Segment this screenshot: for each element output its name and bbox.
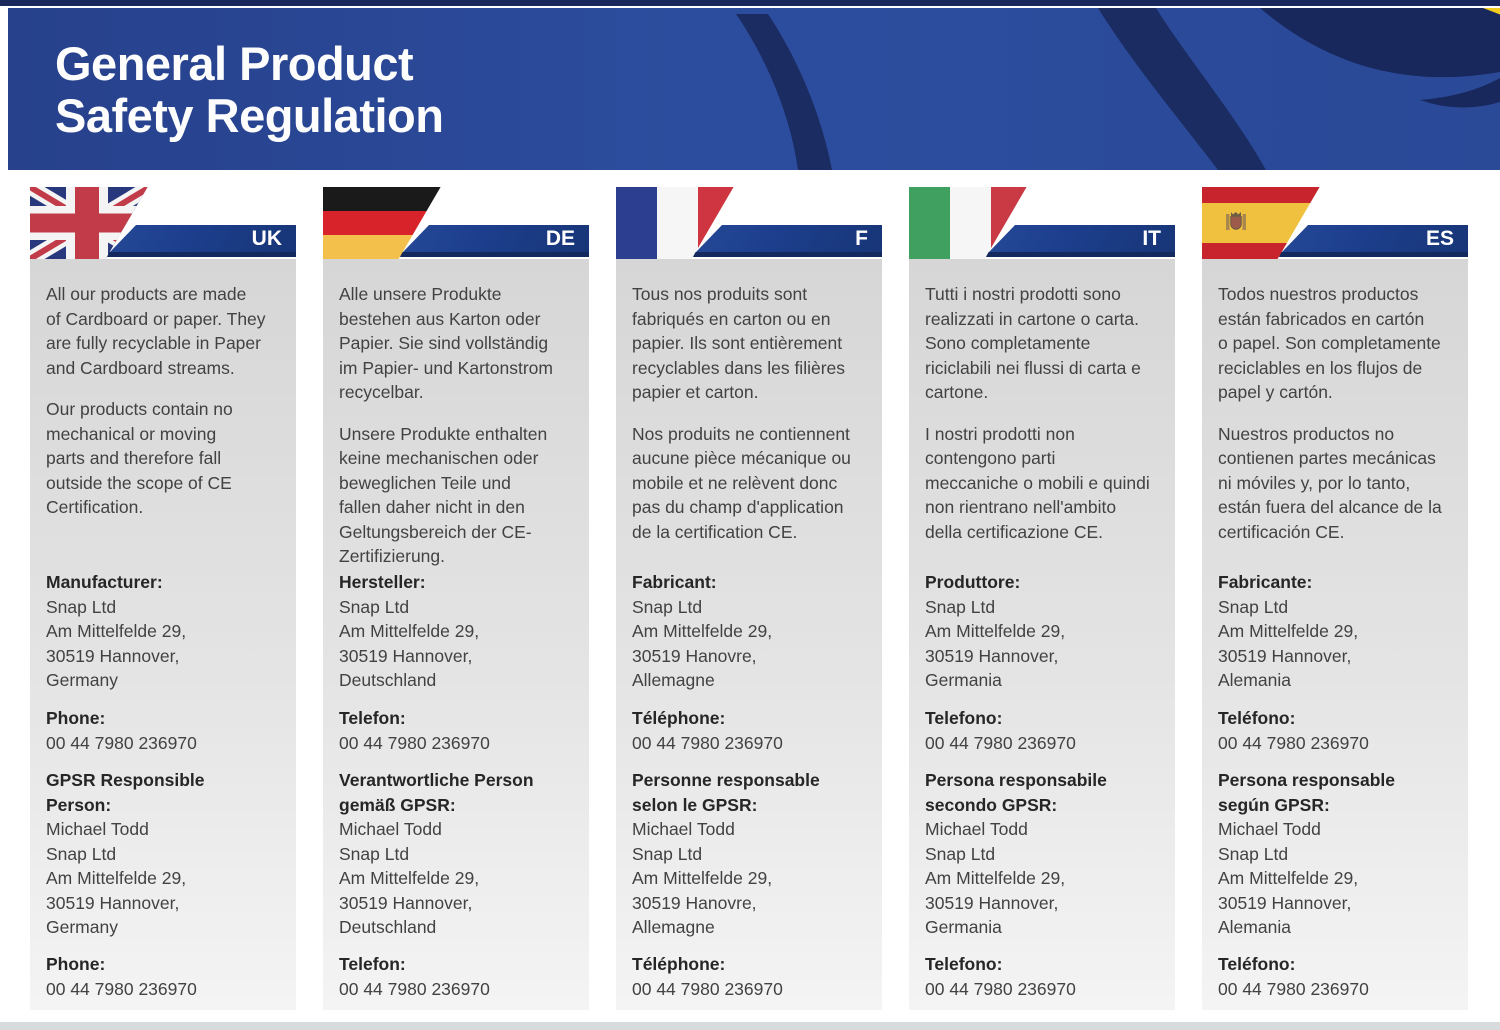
phone-number-2: 00 44 7980 236970 — [339, 978, 490, 999]
manufacturer-label: Produttore: — [925, 572, 1021, 592]
intro-paragraph-1: All our products are made of Cardboard o… — [46, 284, 266, 378]
column-header: F — [616, 187, 882, 259]
intro-paragraph-2: Our products contain no mechanical or mo… — [46, 399, 233, 517]
intro-paragraph-1: Tous nos produits sont fabriqués en cart… — [632, 284, 846, 402]
column-body: Todos nuestros productos están fabricado… — [1202, 259, 1468, 1010]
phone-label-2: Telefon: — [339, 954, 406, 974]
manufacturer-label: Fabricante: — [1218, 572, 1313, 592]
phone-label: Téléphone: — [632, 708, 726, 728]
gpsr-contact: Michael Todd Snap Ltd Am Mittelfelde 29,… — [46, 819, 187, 937]
phone-label: Phone: — [46, 708, 106, 728]
gpsr-label: Persona responsable según GPSR: — [1218, 770, 1396, 815]
column-header: UK — [30, 187, 296, 259]
gpsr-contact: Michael Todd Snap Ltd Am Mittelfelde 29,… — [339, 819, 480, 937]
country-code-label: IT — [1142, 227, 1161, 250]
country-tab-shadow — [986, 252, 1175, 257]
phone-number-2: 00 44 7980 236970 — [925, 978, 1076, 999]
country-tab-shadow — [693, 252, 882, 257]
phone-label-2: Teléfono: — [1218, 954, 1296, 974]
manufacturer-label: Hersteller: — [339, 572, 426, 592]
gpsr-contact: Michael Todd Snap Ltd Am Mittelfelde 29,… — [1218, 819, 1359, 937]
column-body: Alle unsere Produkte bestehen aus Karton… — [323, 259, 589, 1010]
country-tab — [403, 225, 589, 252]
column-de: DE Alle unsere Produkte bestehen aus Kar… — [323, 187, 589, 1010]
column-body: Tous nos produits sont fabriqués en cart… — [616, 259, 882, 1010]
manufacturer-address: Snap Ltd Am Mittelfelde 29, 30519 Hannov… — [46, 596, 187, 691]
country-tab-shadow — [1279, 252, 1468, 257]
country-code-label: ES — [1425, 227, 1454, 250]
column-body: Tutti i nostri prodotti sono realizzati … — [909, 259, 1175, 1010]
bottom-gray-strip — [0, 1022, 1500, 1030]
phone-label: Teléfono: — [1218, 708, 1296, 728]
country-code-label: DE — [545, 227, 575, 250]
country-tab-shadow — [107, 252, 296, 257]
gpsr-label: Personne responsable selon le GPSR: — [632, 770, 820, 815]
manufacturer-address: Snap Ltd Am Mittelfelde 29, 30519 Hannov… — [925, 596, 1066, 691]
column-fr: F Tous nos produits sont fabriqués en ca… — [616, 187, 882, 1010]
country-code-label: F — [855, 227, 868, 250]
phone-number: 00 44 7980 236970 — [1218, 732, 1369, 753]
top-navy-strip — [0, 0, 1500, 6]
gpsr-label: GPSR Responsible Person: — [46, 770, 205, 815]
country-tab — [989, 225, 1175, 252]
intro-paragraph-2: I nostri prodotti non contengono parti m… — [925, 423, 1150, 542]
phone-number: 00 44 7980 236970 — [925, 732, 1076, 753]
phone-number: 00 44 7980 236970 — [46, 732, 197, 753]
phone-label: Telefon: — [339, 708, 406, 728]
manufacturer-address: Snap Ltd Am Mittelfelde 29, 30519 Hanovr… — [632, 596, 773, 691]
intro-paragraph-2: Unsere Produkte enthalten keine mechanis… — [339, 423, 548, 567]
manufacturer-address: Snap Ltd Am Mittelfelde 29, 30519 Hannov… — [1218, 596, 1359, 691]
column-it: IT Tutti i nostri prodotti sono realizza… — [909, 187, 1175, 1010]
phone-label-2: Telefono: — [925, 954, 1003, 974]
eu-flag-graphic — [736, 8, 1500, 170]
column-header: DE — [323, 187, 589, 259]
phone-number: 00 44 7980 236970 — [632, 732, 783, 753]
country-code-label: UK — [251, 227, 282, 250]
gpsr-label: Persona responsabile secondo GPSR: — [925, 770, 1107, 815]
page-title: General Product Safety Regulation — [55, 37, 444, 142]
intro-paragraph-1: Alle unsere Produkte bestehen aus Karton… — [339, 284, 553, 402]
country-tab — [1282, 225, 1468, 252]
intro-paragraph-2: Nuestros productos no contienen partes m… — [1218, 423, 1442, 542]
gpsr-contact: Michael Todd Snap Ltd Am Mittelfelde 29,… — [632, 819, 773, 937]
intro-paragraph-1: Todos nuestros productos están fabricado… — [1218, 284, 1441, 402]
gpsr-label: Verantwortliche Person gemäß GPSR: — [339, 770, 534, 815]
gpsr-contact: Michael Todd Snap Ltd Am Mittelfelde 29,… — [925, 819, 1066, 937]
column-header: IT — [909, 187, 1175, 259]
phone-number-2: 00 44 7980 236970 — [1218, 978, 1369, 999]
header-banner: General Product Safety Regulation — [8, 8, 1500, 170]
phone-label-2: Téléphone: — [632, 954, 726, 974]
country-tab-shadow — [400, 252, 589, 257]
phone-number-2: 00 44 7980 236970 — [632, 978, 783, 999]
column-es: ES Todos nuestros productos están fabric… — [1202, 187, 1468, 1010]
phone-label: Telefono: — [925, 708, 1003, 728]
manufacturer-label: Manufacturer: — [46, 572, 163, 592]
country-tab — [696, 225, 882, 252]
column-body: All our products are made of Cardboard o… — [30, 259, 296, 1010]
manufacturer-label: Fabricant: — [632, 572, 717, 592]
intro-paragraph-1: Tutti i nostri prodotti sono realizzati … — [925, 284, 1141, 402]
phone-number-2: 00 44 7980 236970 — [46, 978, 197, 999]
phone-label-2: Phone: — [46, 954, 106, 974]
column-header: ES — [1202, 187, 1468, 259]
column-uk: UK All our products are made of Cardboar… — [30, 187, 296, 1010]
phone-number: 00 44 7980 236970 — [339, 732, 490, 753]
intro-paragraph-2: Nos produits ne contiennent aucune pièce… — [632, 423, 851, 542]
manufacturer-address: Snap Ltd Am Mittelfelde 29, 30519 Hannov… — [339, 596, 480, 691]
country-tab — [110, 225, 296, 252]
